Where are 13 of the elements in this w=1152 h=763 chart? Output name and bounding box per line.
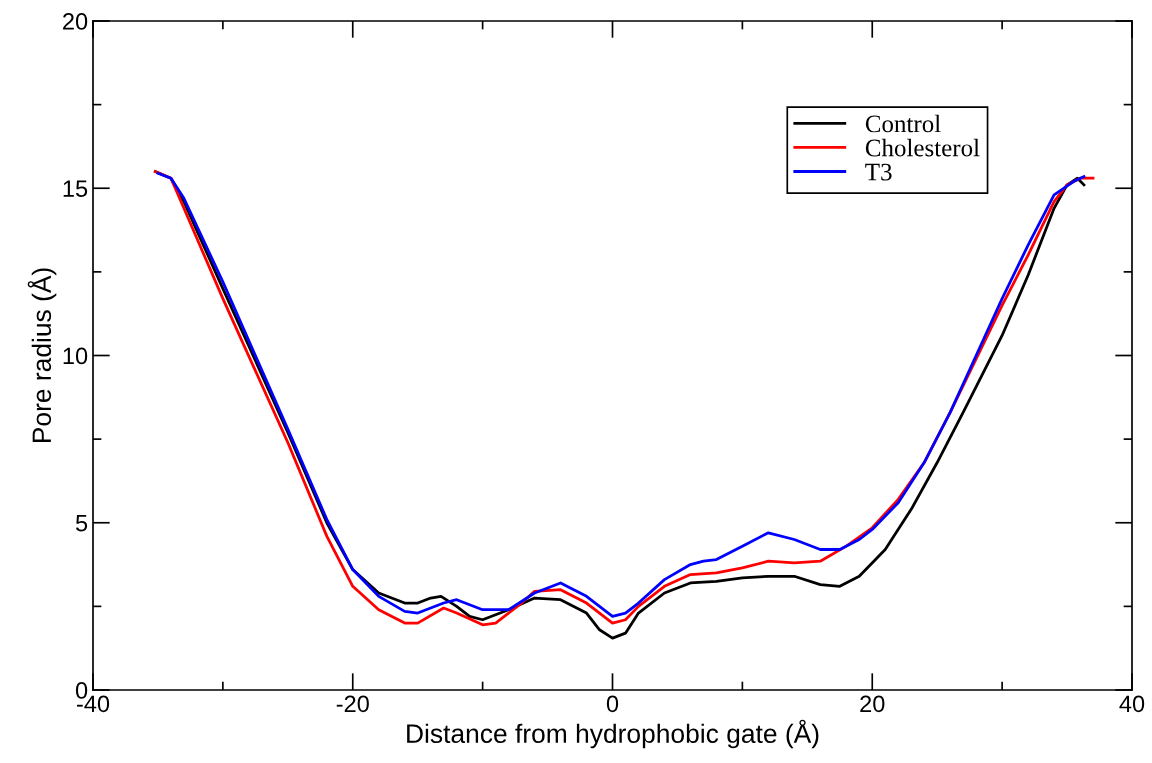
- legend-label: Cholesterol: [865, 138, 980, 157]
- y-tick-label: 10: [63, 347, 88, 365]
- y-tick-label: 5: [75, 515, 88, 532]
- legend-label: T3: [865, 163, 892, 181]
- x-tick-label: -20: [336, 695, 369, 713]
- y-tick-label: 15: [63, 180, 88, 198]
- y-tick-label: 20: [63, 13, 88, 30]
- x-tick-label: 40: [1119, 695, 1145, 713]
- x-tick-label: 0: [606, 695, 619, 713]
- x-tick-label: 20: [860, 695, 885, 713]
- y-axis-title: Pore radius (Å): [27, 268, 57, 443]
- legend-label: Control: [865, 114, 941, 133]
- x-axis-title: Distance from hydrophobic gate (Å): [407, 719, 819, 749]
